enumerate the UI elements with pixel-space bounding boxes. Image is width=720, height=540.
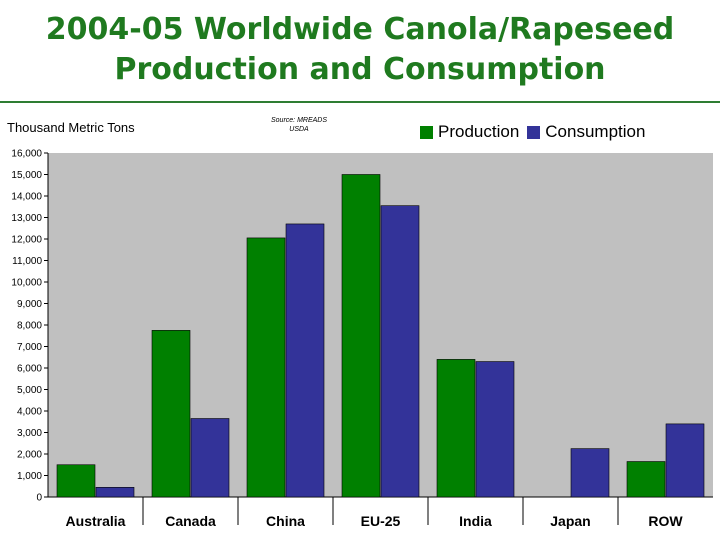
x-tick-label: Japan <box>550 513 590 529</box>
legend-swatch-consumption <box>527 125 541 139</box>
y-tick-label: 6,000 <box>17 364 42 375</box>
x-tick-label: EU-25 <box>361 513 401 529</box>
title-divider <box>0 101 720 103</box>
bar-production <box>626 461 666 498</box>
legend-item-consumption: Consumption <box>527 122 645 142</box>
bar-consumption <box>380 205 420 498</box>
y-tick-label: 11,000 <box>12 256 42 267</box>
source-note: Source: MREADS USDA <box>271 116 327 134</box>
bar-production <box>436 359 476 498</box>
y-tick-label: 2,000 <box>17 450 42 461</box>
y-tick-label: 7,000 <box>17 342 42 353</box>
bar-production <box>246 237 286 498</box>
source-line-1: Source: MREADS <box>271 117 328 124</box>
legend-swatch-production <box>420 125 433 139</box>
plot-area <box>48 153 713 497</box>
legend-label-consumption: Consumption <box>545 122 646 141</box>
source-line-2: USDA <box>289 126 309 133</box>
x-tick-label: ROW <box>648 513 683 529</box>
bar-consumption <box>95 487 135 498</box>
y-tick-label: 0 <box>36 493 42 504</box>
x-tick-label: India <box>459 513 492 529</box>
bar-consumption <box>475 361 515 498</box>
x-tick-label: China <box>266 513 305 529</box>
x-tick-label: Canada <box>165 513 216 529</box>
y-tick-label: 14,000 <box>11 192 42 203</box>
legend-label-production: Production <box>438 122 520 141</box>
y-tick-label: 10,000 <box>11 278 42 289</box>
x-tick-label: Australia <box>66 513 126 529</box>
y-tick-label: 4,000 <box>17 407 42 418</box>
bar-production <box>56 464 96 498</box>
y-tick-label: 15,000 <box>11 170 42 181</box>
bar-chart: 0 1,000 2,000 3,000 4,000 5,000 6,000 7,000 8,00… <box>11 149 713 529</box>
bar-consumption <box>570 448 610 498</box>
title-line-2: Production and Consumption <box>114 52 606 87</box>
slide-title: 2004-05 Worldwide Canola/Rapeseed Produc… <box>0 10 720 90</box>
chart-legend: Production Consumption <box>420 122 653 142</box>
bar-consumption <box>190 418 230 498</box>
y-tick-label: 8,000 <box>17 321 42 332</box>
y-tick-label: 16,000 <box>11 149 42 160</box>
bar-consumption <box>285 223 325 498</box>
y-tick-label: 9,000 <box>17 299 42 310</box>
bar-consumption <box>665 423 705 498</box>
legend-item-production: Production <box>420 122 519 142</box>
y-tick-label: 12,000 <box>11 235 42 246</box>
y-tick-label: 3,000 <box>17 428 42 439</box>
y-tick-label: 13,000 <box>11 213 42 224</box>
bar-production <box>151 330 191 498</box>
title-line-1: 2004-05 Worldwide Canola/Rapeseed <box>45 12 675 47</box>
y-axis-unit-label: Thousand Metric Tons <box>7 120 135 135</box>
bar-production <box>341 174 381 498</box>
y-tick-label: 1,000 <box>17 471 42 482</box>
y-tick-label: 5,000 <box>17 385 42 396</box>
